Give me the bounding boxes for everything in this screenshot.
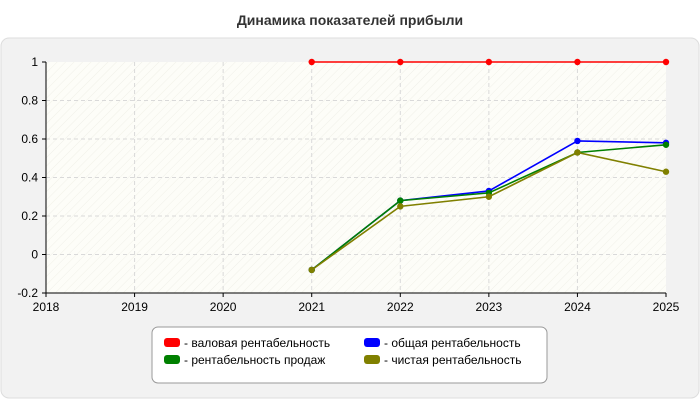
chart-title: Динамика показателей прибыли <box>237 12 463 28</box>
legend-label: - чистая рентабельность <box>384 353 521 367</box>
y-tick-label: -0.2 <box>17 286 38 300</box>
x-tick-label: 2023 <box>476 300 503 314</box>
x-tick-label: 2024 <box>564 300 591 314</box>
legend-box <box>151 326 548 384</box>
legend-label: - общая рентабельность <box>384 336 521 350</box>
data-point <box>574 149 581 156</box>
legend-label: - рентабельность продаж <box>184 353 325 367</box>
data-point <box>662 141 670 148</box>
legend-swatch <box>164 338 180 347</box>
data-point <box>397 197 404 204</box>
y-tick-label: 0.2 <box>21 209 38 223</box>
y-tick-label: 0.4 <box>21 171 38 185</box>
x-tick-label: 2018 <box>33 300 60 314</box>
data-point <box>397 203 404 210</box>
legend-swatch <box>364 338 380 347</box>
data-point <box>574 58 581 66</box>
data-point <box>662 168 670 175</box>
legend: - валовая рентабельность - общая рентабел… <box>151 326 548 384</box>
data-point <box>308 58 315 66</box>
legend-label: - валовая рентабельность <box>184 336 330 350</box>
x-tick-label: 2025 <box>653 300 680 314</box>
data-point <box>662 58 670 66</box>
grid <box>46 62 666 293</box>
x-tick-label: 2019 <box>121 300 148 314</box>
data-point <box>574 137 581 145</box>
series-group <box>308 58 670 274</box>
y-axis-ticks: 1 0.8 0.6 0.4 0.2 0 -0.2 <box>17 55 46 300</box>
x-axis-ticks: 2018 2019 2020 2021 2022 2023 2024 2025 <box>33 293 680 314</box>
data-point <box>485 58 493 66</box>
legend-swatch <box>164 355 180 364</box>
y-tick-label: 0.6 <box>21 132 38 146</box>
x-tick-label: 2020 <box>210 300 237 314</box>
data-point <box>485 193 493 200</box>
legend-swatch <box>364 355 380 364</box>
x-tick-label: 2021 <box>298 300 325 314</box>
y-tick-label: 1 <box>31 55 38 69</box>
y-tick-label: 0.8 <box>21 94 38 108</box>
x-tick-label: 2022 <box>387 300 414 314</box>
y-tick-label: 0 <box>31 248 38 262</box>
data-point <box>397 58 404 66</box>
data-point <box>308 266 315 274</box>
